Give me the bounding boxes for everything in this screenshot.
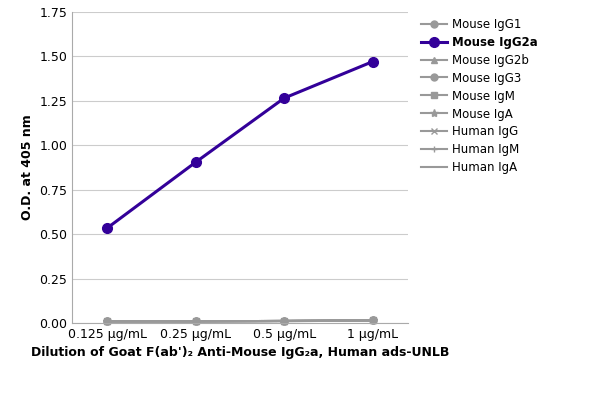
Mouse IgG1 (104, 319, 111, 323)
Mouse IgG1 (281, 319, 288, 323)
Mouse IgG1 (192, 319, 199, 323)
Line: Mouse IgG1: Mouse IgG1 (104, 317, 376, 325)
Mouse IgG2a (369, 59, 376, 64)
Mouse IgG2b (192, 319, 199, 323)
Mouse IgM (281, 319, 288, 323)
Human IgA (369, 318, 376, 323)
Mouse IgG1 (369, 318, 376, 323)
Mouse IgM (104, 319, 111, 323)
Mouse IgG2b (104, 319, 111, 323)
Mouse IgG3 (104, 319, 111, 323)
Human IgM (369, 318, 376, 323)
Mouse IgA (281, 319, 288, 323)
X-axis label: Dilution of Goat F(ab')₂ Anti-Mouse IgG₂a, Human ads-UNLB: Dilution of Goat F(ab')₂ Anti-Mouse IgG₂… (31, 346, 449, 359)
Mouse IgA (104, 319, 111, 323)
Line: Mouse IgG2a: Mouse IgG2a (103, 57, 377, 233)
Human IgG (192, 319, 199, 323)
Human IgA (104, 319, 111, 323)
Line: Mouse IgA: Mouse IgA (103, 316, 377, 325)
Human IgM (192, 319, 199, 323)
Mouse IgA (369, 318, 376, 323)
Line: Human IgG: Human IgG (104, 317, 376, 325)
Line: Mouse IgG3: Mouse IgG3 (104, 317, 376, 325)
Human IgM (104, 319, 111, 323)
Mouse IgG3 (369, 318, 376, 323)
Line: Mouse IgG2b: Mouse IgG2b (104, 317, 376, 325)
Mouse IgG2a (192, 160, 199, 164)
Mouse IgM (369, 318, 376, 323)
Mouse IgM (192, 319, 199, 323)
Line: Human IgM: Human IgM (104, 317, 376, 325)
Y-axis label: O.D. at 405 nm: O.D. at 405 nm (20, 115, 34, 220)
Mouse IgG2a (281, 96, 288, 100)
Mouse IgG2a (104, 225, 111, 230)
Mouse IgG2b (369, 318, 376, 323)
Human IgM (281, 319, 288, 323)
Human IgG (281, 319, 288, 323)
Line: Mouse IgM: Mouse IgM (104, 317, 376, 325)
Mouse IgG2b (281, 319, 288, 323)
Legend: Mouse IgG1, Mouse IgG2a, Mouse IgG2b, Mouse IgG3, Mouse IgM, Mouse IgA, Human Ig: Mouse IgG1, Mouse IgG2a, Mouse IgG2b, Mo… (421, 18, 538, 175)
Human IgG (369, 318, 376, 323)
Human IgA (192, 319, 199, 323)
Line: Human IgA: Human IgA (107, 320, 373, 321)
Mouse IgG3 (281, 319, 288, 323)
Human IgA (281, 319, 288, 323)
Human IgG (104, 319, 111, 323)
Mouse IgA (192, 319, 199, 323)
Mouse IgG3 (192, 319, 199, 323)
